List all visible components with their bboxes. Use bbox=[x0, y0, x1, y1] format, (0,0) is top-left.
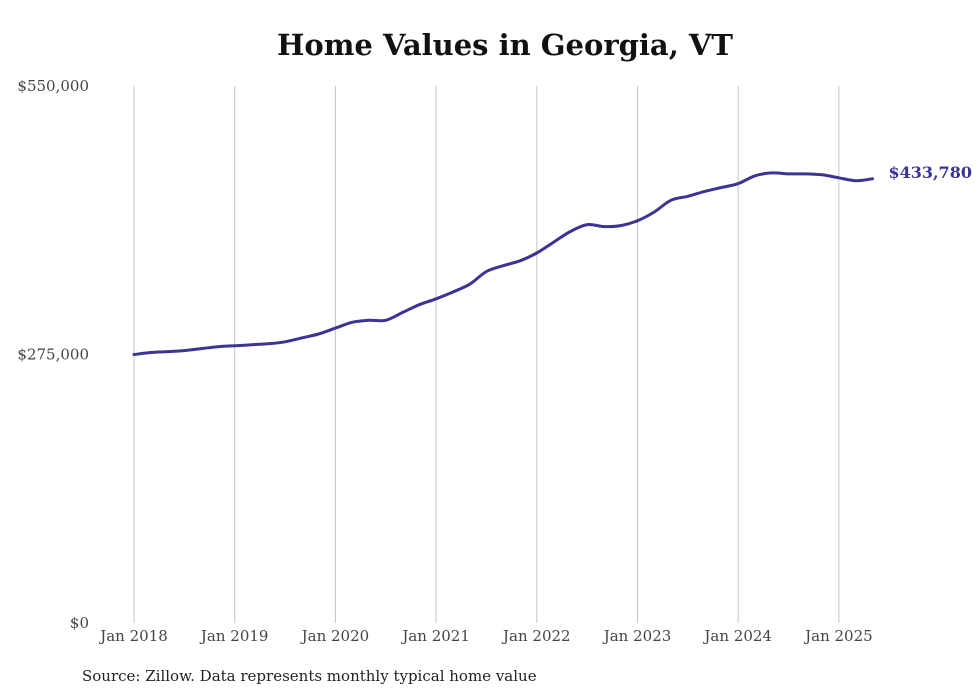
x-tick-label: Jan 2024 bbox=[702, 627, 772, 645]
y-tick-label: $550,000 bbox=[17, 77, 89, 95]
chart-title: Home Values in Georgia, VT bbox=[277, 28, 733, 62]
line-chart: $0$275,000$550,000 Jan 2018 Jan 2019 Jan 2… bbox=[17, 77, 972, 645]
y-tick-label: $0 bbox=[70, 614, 89, 632]
x-tick-label: Jan 2019 bbox=[199, 627, 269, 645]
x-tick-label: Jan 2023 bbox=[602, 627, 672, 645]
source-note: Source: Zillow. Data represents monthly … bbox=[82, 667, 537, 685]
end-value-label: $433,780 bbox=[888, 163, 972, 182]
gridlines bbox=[133, 86, 840, 623]
x-tick-label: Jan 2020 bbox=[300, 627, 370, 645]
x-tick-label: Jan 2021 bbox=[400, 627, 470, 645]
x-tick-label: Jan 2018 bbox=[98, 627, 168, 645]
y-axis: $0 $275,000 $550,000 bbox=[17, 77, 89, 632]
x-axis: Jan 2018 Jan 2019 Jan 2020 Jan 2021 Jan 2022… bbox=[98, 627, 872, 645]
y-tick-label: $275,000 bbox=[17, 346, 89, 364]
series-line bbox=[132, 171, 874, 356]
x-tick-label: Jan 2022 bbox=[501, 627, 571, 645]
x-tick-label: Jan 2025 bbox=[803, 627, 873, 645]
series-layer bbox=[132, 171, 874, 356]
